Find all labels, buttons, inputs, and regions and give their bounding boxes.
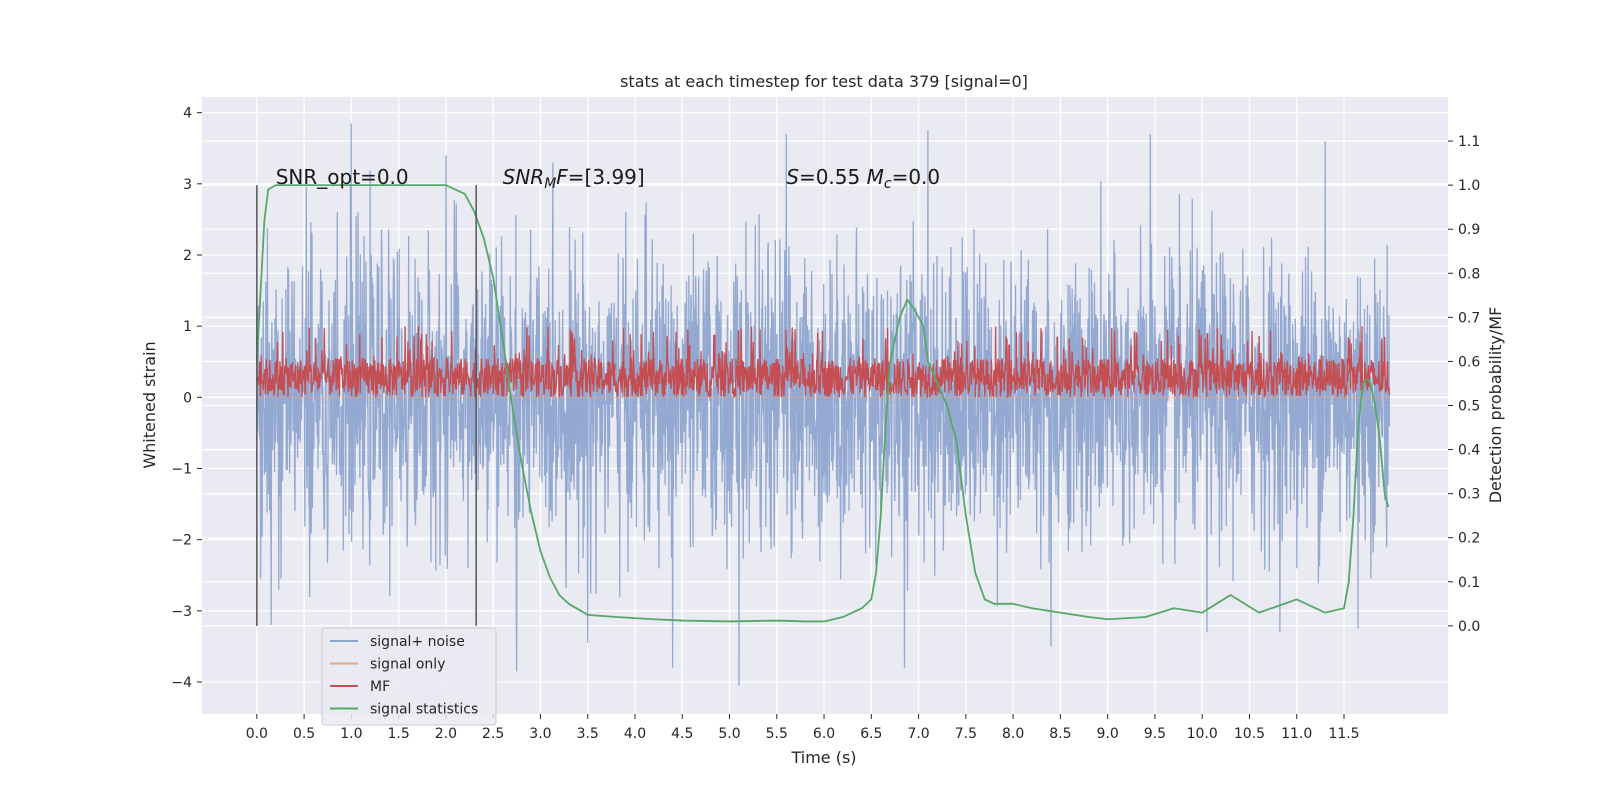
x-tick-label: 5.0 (718, 726, 740, 742)
y-left-tick-label: 1 (183, 319, 192, 335)
annotations: SNR_opt=0.0 SNRMF=[3.99] S=0.55 Mc=0.0 (276, 165, 940, 192)
x-tick-label: 2.5 (482, 726, 504, 742)
series-signal-noise (256, 123, 1391, 686)
x-tick-label: 10.5 (1234, 726, 1265, 742)
window-markers (256, 185, 477, 626)
x-tick-label: 7.0 (907, 726, 929, 742)
x-tick-label: 0.0 (246, 726, 268, 742)
y-right-tick-label: 1.1 (1458, 134, 1480, 150)
chart-title: stats at each timestep for test data 379… (620, 72, 1028, 91)
y-right-axis-label: Detection probability/MF (1486, 307, 1505, 504)
y-right-tick-label: 0.4 (1458, 443, 1480, 459)
x-tick-label: 11.0 (1281, 726, 1312, 742)
y-right-tick-label: 0.0 (1458, 619, 1480, 635)
x-tick-label: 2.0 (435, 726, 457, 742)
y-right-tick-label: 0.7 (1458, 310, 1480, 326)
y-right-tick-label: 0.5 (1458, 399, 1480, 415)
y-left-tick-label: 2 (183, 248, 192, 264)
x-tick-label: 9.0 (1097, 726, 1119, 742)
x-tick-label: 11.5 (1328, 726, 1359, 742)
y-right-tick-label: 0.9 (1458, 222, 1480, 238)
y-left-tick-label: 4 (183, 106, 192, 122)
x-tick-label: 1.0 (340, 726, 362, 742)
y-left-axis-label: Whitened strain (140, 341, 159, 468)
legend-label: signal+ noise (370, 634, 465, 650)
y-left-tick-label: −3 (171, 604, 192, 620)
annotation-snr-opt: SNR_opt=0.0 (276, 165, 409, 189)
x-tick-label: 3.0 (529, 726, 551, 742)
x-tick-label: 6.0 (813, 726, 835, 742)
y-right-tick-label: 0.3 (1458, 487, 1480, 503)
annotation-stat-s: S=0.55 Mc=0.0 (786, 165, 940, 192)
x-tick-label: 4.5 (671, 726, 693, 742)
y-right-tick-label: 0.6 (1458, 354, 1480, 370)
y-left-tick-label: −1 (171, 461, 192, 477)
y-left-tick-labels: −4 −3 −2 −1 0 1 2 3 4 (171, 106, 202, 691)
y-right-tick-label: 0.8 (1458, 266, 1480, 282)
legend-box (321, 627, 497, 726)
x-tick-label: 8.0 (1002, 726, 1024, 742)
y-right-tick-label: 1.0 (1458, 178, 1480, 194)
x-tick-label: 7.5 (955, 726, 977, 742)
x-axis-label: Time (s) (790, 748, 856, 767)
y-left-tick-label: −2 (171, 533, 192, 549)
y-right-tick-label: 0.1 (1458, 575, 1480, 591)
legend-label: MF (370, 679, 390, 695)
series-mf (256, 326, 1391, 399)
legend-label: signal only (370, 657, 445, 673)
x-tick-label: 4.0 (624, 726, 646, 742)
x-tick-label: 8.5 (1049, 726, 1071, 742)
x-tick-label: 9.5 (1144, 726, 1166, 742)
x-tick-labels: 0.0 0.5 1.0 1.5 2.0 2.5 3.0 3.5 4.0 4.5 5.0 5.5 6.0 6… (246, 714, 1360, 742)
x-tick-label: 5.5 (766, 726, 788, 742)
y-right-tick-label: 0.2 (1458, 531, 1480, 547)
x-tick-label: 10.0 (1187, 726, 1218, 742)
y-right-tick-labels: 0.0 0.1 0.2 0.3 0.4 0.5 0.6 0.7 0.8 0.9 1.0 1.1 (1448, 134, 1480, 635)
x-tick-label: 1.5 (388, 726, 410, 742)
y-left-tick-label: 3 (183, 177, 192, 193)
x-tick-label: 6.5 (860, 726, 882, 742)
legend-label: signal statistics (370, 702, 478, 718)
y-left-tick-label: −4 (171, 675, 192, 691)
annotation-snr-mf: SNRMF=[3.99] (503, 165, 645, 192)
legend: signal+ noise signal only MF signal statist… (321, 627, 497, 726)
y-left-tick-label: 0 (183, 390, 192, 406)
x-tick-label: 0.5 (293, 726, 315, 742)
x-tick-label: 3.5 (577, 726, 599, 742)
